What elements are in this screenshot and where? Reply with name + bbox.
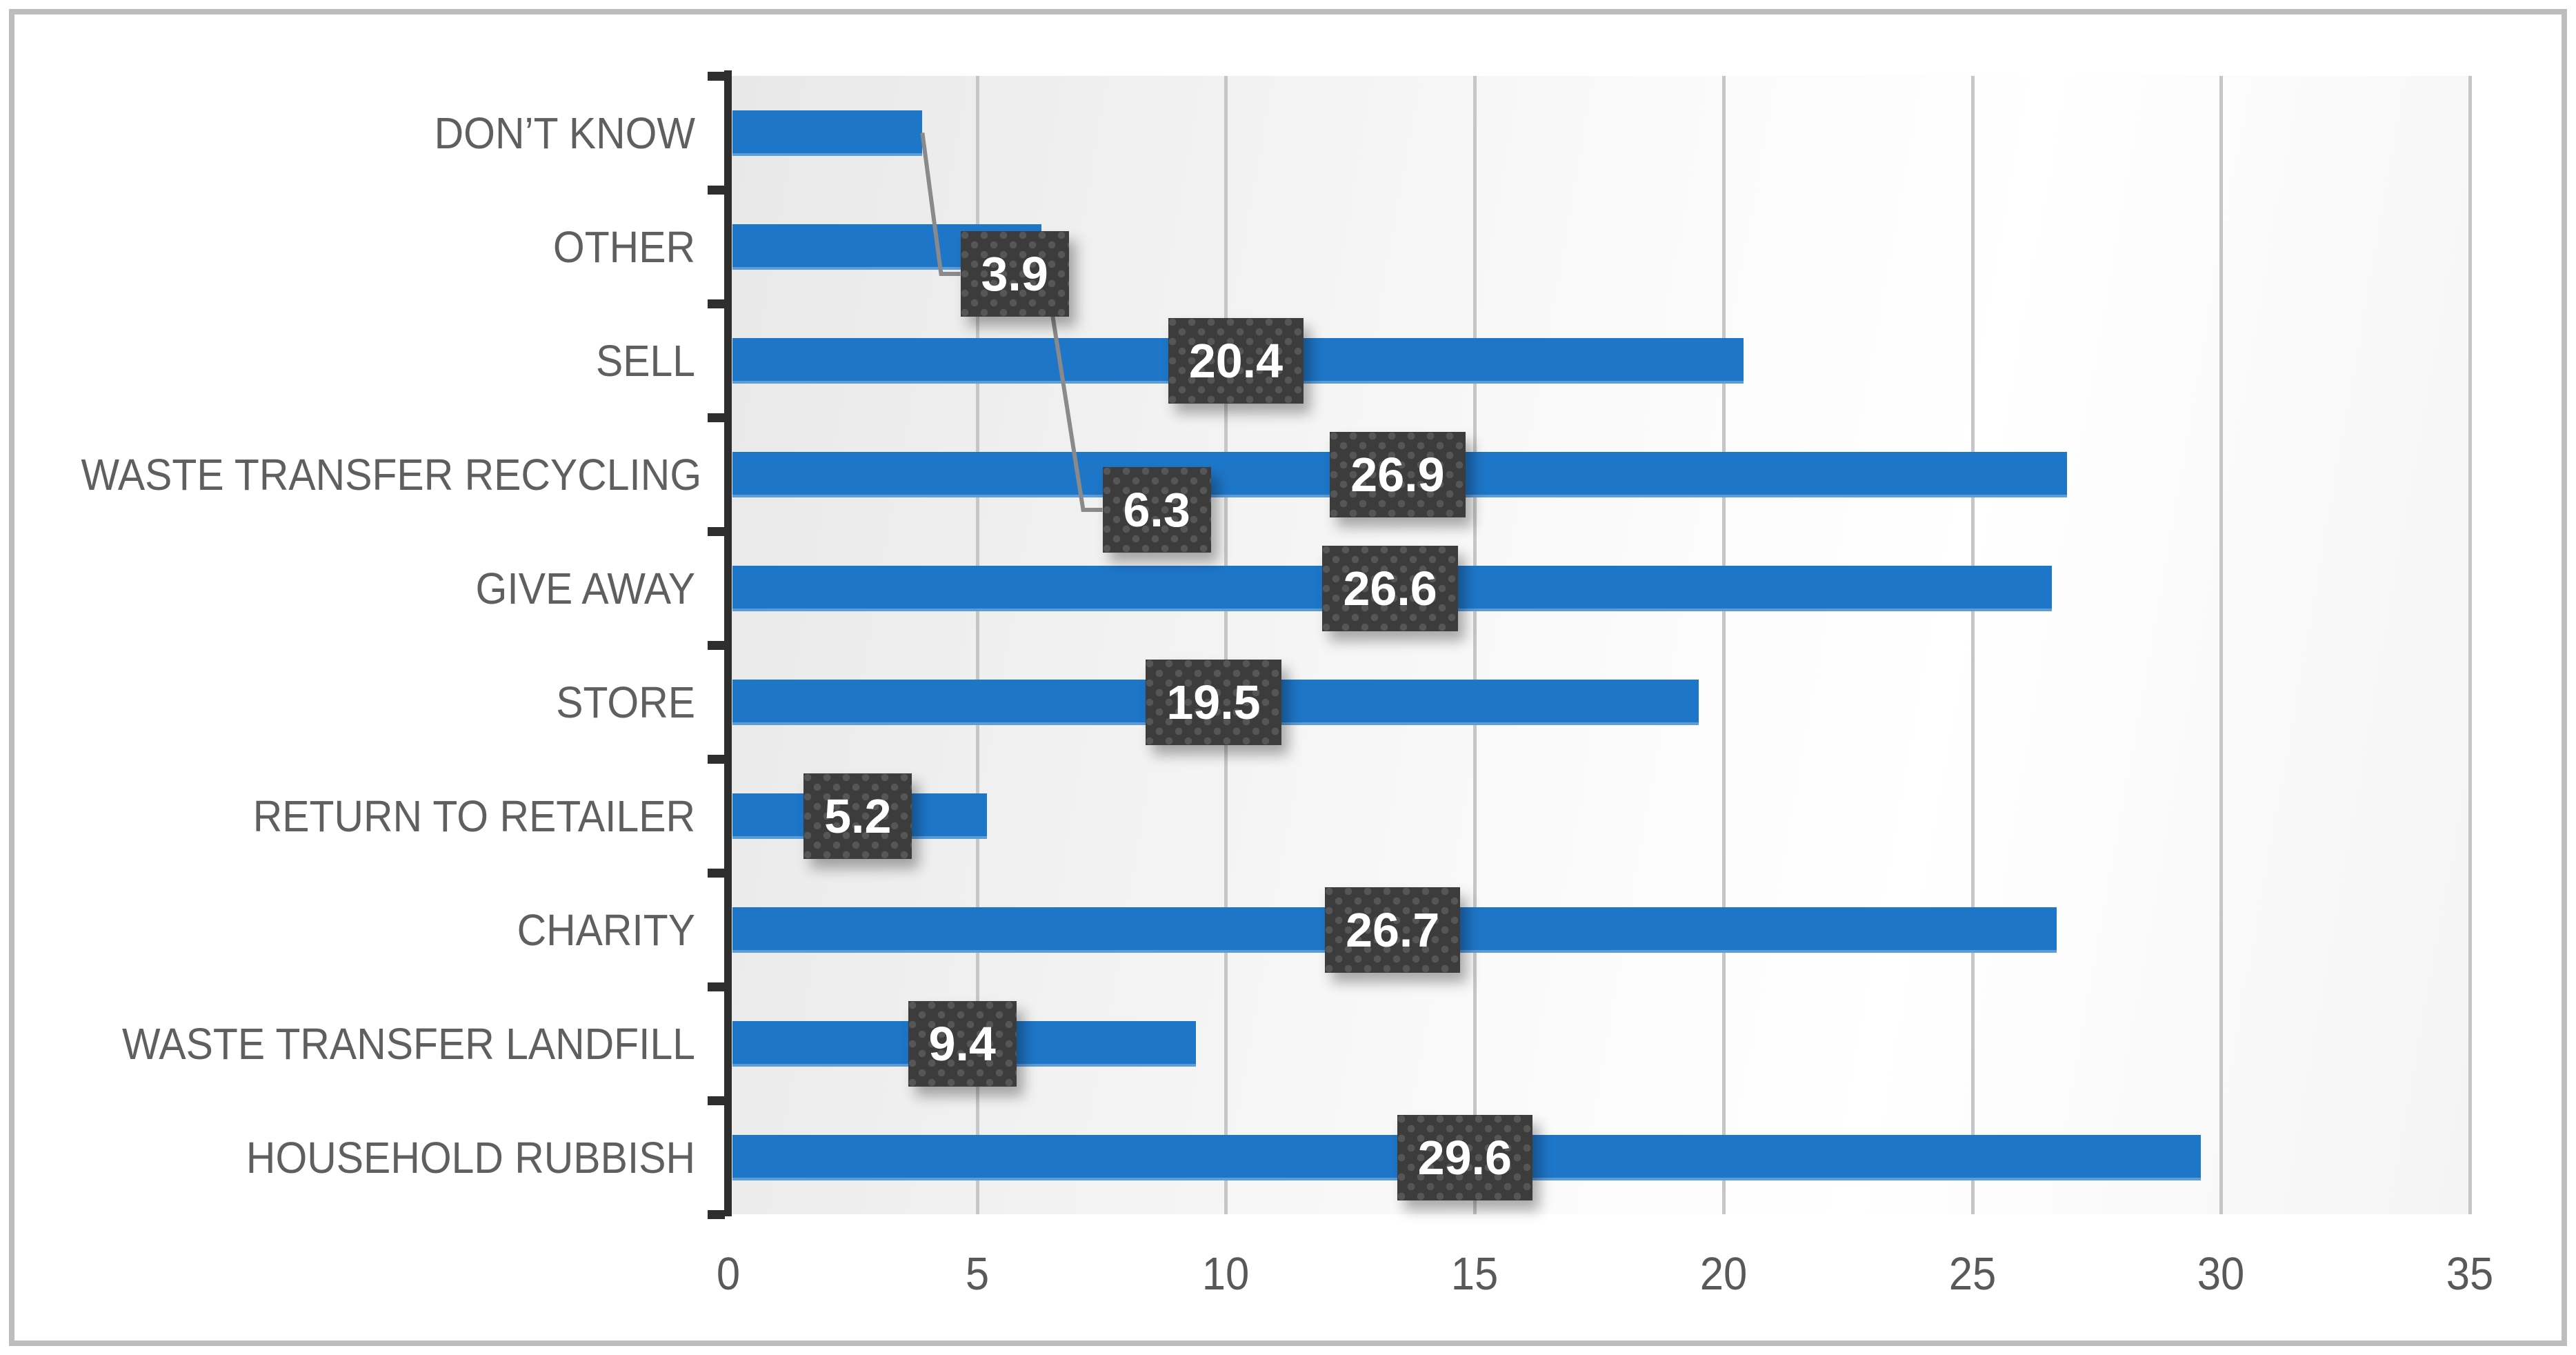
- y-axis-line: [724, 70, 732, 1216]
- value-label: 26.6: [1322, 546, 1457, 631]
- y-axis-tick: [708, 72, 725, 81]
- category-label: CHARITY: [517, 904, 695, 955]
- gridline-x-20: [1721, 76, 1726, 1214]
- x-axis-tick-label: 0: [716, 1248, 741, 1300]
- y-axis-tick: [708, 186, 725, 195]
- value-label: 19.5: [1146, 660, 1281, 745]
- gridline-x-25: [1970, 76, 1975, 1214]
- gridline-x-10: [1224, 76, 1228, 1214]
- y-axis-tick: [708, 869, 725, 878]
- y-axis-tick: [708, 641, 725, 650]
- y-axis-tick: [708, 299, 725, 308]
- category-label: DON’T KNOW: [434, 108, 695, 158]
- gridline-x-30: [2219, 76, 2224, 1214]
- x-axis-tick-label: 25: [1948, 1248, 1996, 1300]
- y-axis-tick: [708, 413, 725, 422]
- value-label: 9.4: [908, 1001, 1017, 1087]
- category-label: WASTE TRANSFER LANDFILL: [121, 1018, 695, 1069]
- x-axis-tick-label: 20: [1699, 1248, 1748, 1300]
- value-label: 26.9: [1330, 432, 1465, 517]
- value-label: 20.4: [1168, 318, 1304, 404]
- x-axis-tick-label: 5: [965, 1248, 989, 1300]
- value-callout-label: 6.3: [1103, 467, 1211, 553]
- x-axis-tick-label: 30: [2197, 1248, 2245, 1300]
- x-axis-tick-label: 15: [1450, 1248, 1499, 1300]
- category-label: STORE: [556, 677, 695, 727]
- y-axis-tick: [708, 1210, 725, 1219]
- y-axis-tick: [708, 755, 725, 764]
- category-label: HOUSEHOLD RUBBISH: [246, 1132, 695, 1183]
- chart-border: [9, 9, 2567, 1346]
- category-label: SELL: [595, 335, 695, 386]
- value-callout-label: 3.9: [961, 231, 1069, 317]
- gridline-x-15: [1473, 76, 1477, 1214]
- category-label: GIVE AWAY: [475, 563, 695, 613]
- value-label: 29.6: [1397, 1115, 1532, 1200]
- gridline-x-5: [975, 76, 979, 1214]
- value-label: 26.7: [1325, 887, 1460, 973]
- category-label: WASTE TRANSFER RECYCLING: [81, 449, 702, 500]
- category-label: RETURN TO RETAILER: [252, 791, 695, 841]
- y-axis-tick: [708, 527, 725, 536]
- x-axis-tick-label: 10: [1202, 1248, 1250, 1300]
- bar: [732, 110, 923, 156]
- gridline-x-35: [2468, 76, 2472, 1214]
- category-label: OTHER: [552, 221, 695, 272]
- x-axis-tick-label: 35: [2446, 1248, 2494, 1300]
- y-axis-tick: [708, 1096, 725, 1105]
- y-axis-tick: [708, 982, 725, 991]
- value-label: 5.2: [803, 773, 912, 859]
